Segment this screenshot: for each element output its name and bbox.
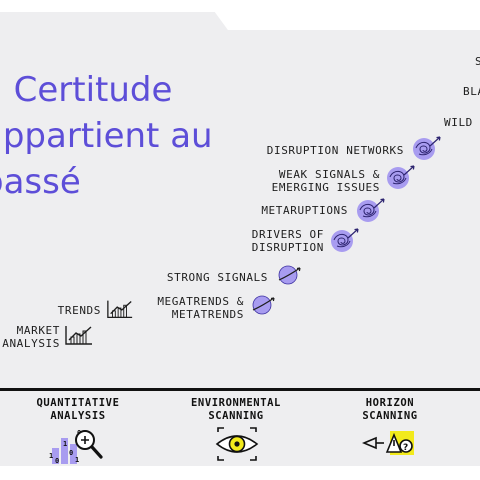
scribble-icon [357,198,385,222]
planet-icon [278,265,301,285]
method-horizon-label: HORIZON SCANNING [362,397,418,422]
scribble-icon [413,136,441,160]
horizon-telescope-icon: ? [362,431,414,455]
footer-strip [0,466,480,480]
paper-background [0,12,480,468]
svg-text:0: 0 [69,449,73,457]
svg-text:?: ? [403,443,408,453]
paper-notch [206,0,480,30]
item-bla-label: BLA [463,85,480,98]
magnifier-data-icon: 10 10 01 [49,429,103,464]
svg-text:1: 1 [49,452,53,460]
item-wild-label: WILD [444,116,473,129]
item-megatrends-label: MEGATRENDS & METATRENDS [157,295,244,321]
scribble-icon [331,228,359,252]
item-drivers-label: DRIVERS OF DISRUPTION [251,228,324,254]
svg-text:1: 1 [75,456,79,464]
title-line-1: a Certitude [0,70,173,110]
item-strong-signals-label: STRONG SIGNALS [166,271,268,284]
item-metaruptions-label: METARUPTIONS [261,204,348,217]
chart-icon [107,300,133,319]
chart-icon [65,326,92,345]
title-line-2: appartient au [0,116,213,156]
item-market-analysis-label: MARKET ANALYSIS [2,324,60,350]
item-s-label: S [475,55,480,68]
item-weak-signals-label: WEAK SIGNALS & EMERGING ISSUES [271,168,380,194]
scribble-icon [387,165,415,189]
item-disruption-networks-label: DISRUPTION NETWORKS [266,144,404,157]
item-trends-label: TRENDS [57,304,101,317]
method-environmental-label: ENVIRONMENTAL SCANNING [191,397,281,422]
svg-text:1: 1 [63,440,67,448]
method-quantitative-label: QUANTITATIVE ANALYSIS [36,397,120,422]
title-line-3: passé [0,162,81,202]
planet-icon [252,295,275,315]
eye-icon [215,427,259,461]
svg-text:0: 0 [55,457,59,464]
timeline-baseline [0,388,480,391]
